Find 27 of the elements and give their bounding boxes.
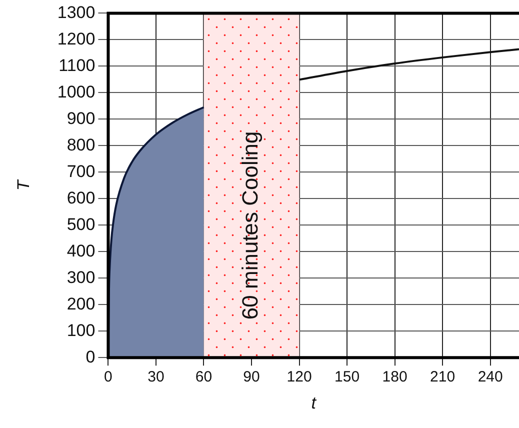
y-tick-label: 1000 [57,82,96,102]
y-tick-label: 1300 [57,2,96,22]
x-tick-label: 90 [243,368,260,386]
y-tick-label: 500 [66,214,96,234]
y-tick-label: 1100 [58,56,96,75]
y-tick-label: 400 [66,241,96,260]
x-tick-label: 0 [104,368,112,386]
y-tick-label: 900 [66,108,96,128]
y-axis-title: T [14,178,33,191]
x-tick-label: 150 [334,368,360,386]
y-tick-label: 800 [66,135,96,154]
x-tick-label: 60 [195,368,212,386]
band-label: 60 minutes Cooling [238,131,263,320]
x-tick-label: 180 [382,368,408,386]
x-tick-label: 120 [286,368,312,386]
x-tick-label: 30 [148,368,164,386]
y-tick-label: 600 [66,188,96,208]
y-tick-label: 200 [66,294,96,314]
y-tick-label: 300 [66,268,96,287]
x-axis-title: t [311,394,318,413]
y-tick-label: 0 [86,347,96,366]
y-tick-label: 700 [66,162,96,181]
x-tick-label: 210 [430,368,456,386]
x-tick-label: 240 [478,368,503,386]
y-tick-label: 100 [66,320,96,340]
line-series [298,48,519,81]
y-tick-label: 1200 [57,29,96,48]
